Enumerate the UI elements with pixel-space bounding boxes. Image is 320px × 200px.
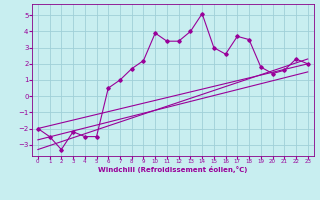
X-axis label: Windchill (Refroidissement éolien,°C): Windchill (Refroidissement éolien,°C): [98, 166, 247, 173]
